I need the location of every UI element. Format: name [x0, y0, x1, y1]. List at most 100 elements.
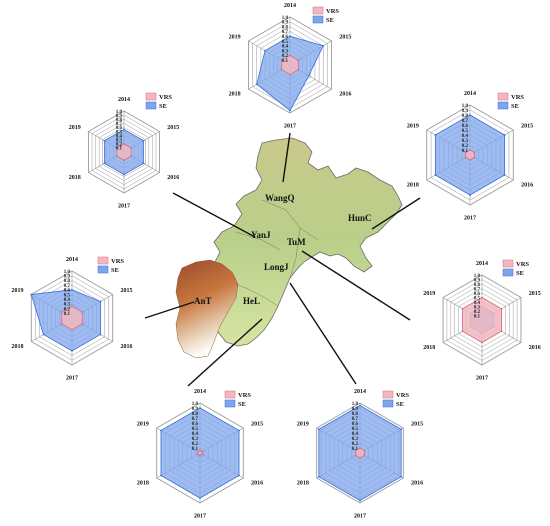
radar-point-vrs [469, 159, 471, 161]
radar-point-vrs [130, 155, 133, 158]
radar-tick-label: 0.2 [116, 143, 123, 148]
radar-point-se [123, 173, 125, 176]
radar-charts: 0.10.20.30.40.50.60.70.80.91.02014201520… [12, 3, 541, 519]
radar-point-se [503, 174, 506, 176]
radar-tick-label: 0.9 [64, 274, 71, 279]
legend-hunc: VRS SE [497, 92, 524, 110]
leader-line-tum [301, 250, 411, 321]
leader-line-hel [187, 318, 263, 387]
legend-swatch-vrs [502, 259, 514, 268]
radar-tick-label: 0.9 [462, 109, 469, 114]
radar-tick-label: 0.4 [282, 45, 289, 50]
legend-swatch-vrs [312, 6, 324, 15]
radar-tick-label: 1.0 [352, 402, 359, 407]
leader-line-hunc [371, 197, 421, 230]
radar-point-se [160, 429, 162, 432]
radar-point-vrs [464, 151, 467, 154]
radar-point-se [71, 350, 73, 352]
radar-axis-label: 2017 [284, 123, 296, 129]
map-landmass [195, 137, 403, 347]
radar-tick-label: 0.2 [64, 307, 71, 312]
radar-point-se [434, 134, 437, 136]
radar-axis-label: 2015 [120, 288, 132, 294]
leader-line-longj [289, 282, 357, 385]
radar-point-se [42, 333, 45, 336]
radar-axis-label: 2017 [66, 375, 78, 381]
radar-axis-label: 2019 [137, 422, 149, 428]
radar-tick-label: 0.8 [64, 279, 71, 284]
legend-swatch-vrs [145, 92, 157, 101]
radar-point-se [503, 134, 506, 136]
radar-point-se [289, 109, 291, 112]
radar-tick-label: 0.9 [282, 21, 289, 26]
radar-tick-label: 0.7 [462, 119, 469, 124]
legend-swatch-se [224, 399, 236, 408]
radar-point-se [199, 407, 201, 409]
radar-tick-label: 0.5 [352, 427, 359, 432]
radar-chart-hunc: 0.10.20.30.40.50.60.70.80.91.0 2014 2015 20… [407, 91, 533, 221]
region-label-longj: LongJ [264, 262, 289, 272]
radar-tick-label: 0.1 [64, 312, 71, 317]
radar-axis-label: 2018 [12, 344, 24, 350]
legend-swatch-se [97, 265, 109, 274]
radar-tick-label: 0.5 [64, 293, 71, 298]
radar-axis-label: 2016 [411, 481, 423, 487]
radar-point-se [142, 162, 145, 165]
radar-tick-label: 0.2 [462, 144, 469, 149]
radar-tick-label: 0.8 [462, 114, 469, 119]
radar-axis-label: 2015 [411, 422, 423, 428]
radar-axis-label: 2016 [529, 345, 541, 351]
radar-point-se [30, 293, 33, 296]
legend-swatch-se [312, 15, 324, 24]
radar-point-se [400, 428, 403, 431]
radar-point-vrs [481, 296, 483, 299]
radar-tick-label: 0.6 [192, 422, 199, 427]
radar-tick-label: 0.6 [474, 292, 481, 297]
radar-chart-wangq: 0.10.20.30.40.50.60.70.80.91.0 2014 2015 20… [229, 3, 352, 129]
radar-tick-label: 0.6 [282, 35, 289, 40]
radar-tick-label: 0.8 [192, 412, 199, 417]
radar-axis-label: 2019 [297, 422, 309, 428]
legend-swatch-se [382, 399, 394, 408]
region-label-ant: AnT [194, 296, 212, 306]
legend-swatch-se [497, 101, 509, 110]
radar-tick-label: 0.1 [474, 314, 481, 319]
legend-swatch-vrs [224, 390, 236, 399]
legend-ant: VRS SE [97, 256, 124, 274]
radar-tick-label: 0.9 [116, 114, 123, 119]
leader-line-ant [144, 301, 195, 319]
legend-label-vrs: VRS [159, 94, 172, 101]
legend-label-se: SE [238, 401, 246, 408]
radar-axis-label: 2015 [339, 35, 351, 41]
radar-tick-label: 0.2 [282, 54, 289, 59]
radar-point-vrs [201, 453, 204, 456]
region-label-tum: TuM [287, 237, 306, 247]
radar-tick-label: 1.0 [192, 402, 199, 407]
radar-axis-label: 2019 [407, 124, 419, 130]
radar-tick-label: 0.2 [192, 442, 199, 447]
map-internal-borders [235, 199, 319, 307]
radar-point-vrs [500, 307, 503, 310]
radar-point-vrs [461, 330, 464, 333]
radar-point-se [199, 497, 201, 499]
radar-tick-label: 0.7 [64, 284, 71, 289]
legend-wangq: VRS SE [312, 6, 339, 24]
radar-point-vrs [359, 447, 361, 449]
radar-tick-label: 0.4 [474, 301, 481, 306]
radar-axis-label: 2015 [167, 125, 179, 131]
radar-axis-label: 2019 [229, 35, 241, 41]
radar-point-vrs [199, 449, 201, 452]
radar-point-se [255, 83, 258, 86]
radar-tick-label: 0.8 [282, 25, 289, 30]
legend-label-se: SE [326, 17, 334, 24]
radar-axis-label: 2017 [464, 215, 476, 221]
radar-series-vrs-tum [462, 297, 502, 343]
radar-axis-label: 2014 [194, 389, 206, 395]
legend-yanj: VRS SE [145, 92, 172, 110]
radar-axis-label: 2017 [354, 513, 366, 519]
leader-lines [144, 132, 421, 387]
radar-point-se [469, 114, 471, 116]
radar-point-se [238, 429, 240, 432]
radar-point-vrs [461, 307, 464, 310]
